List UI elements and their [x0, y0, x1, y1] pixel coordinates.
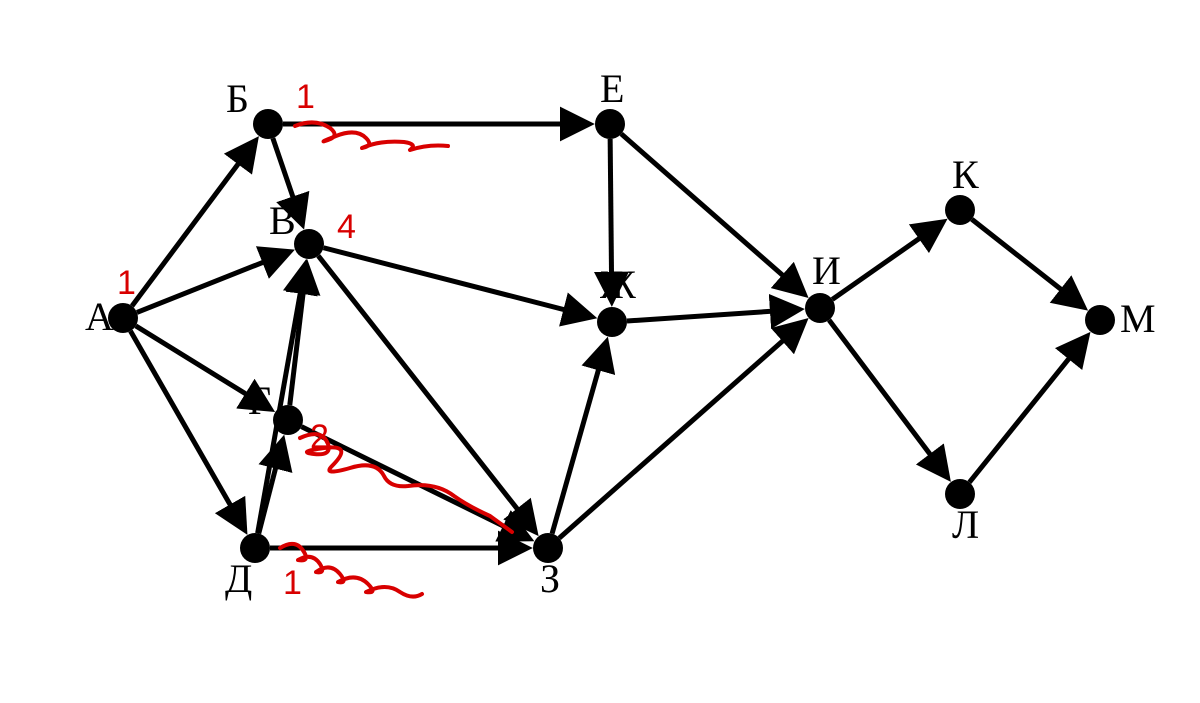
node-K	[945, 195, 975, 225]
node-label-L: Л	[952, 502, 979, 547]
annotation-B: 1	[296, 78, 315, 116]
annotations-layer: 1 1 4 2 1	[117, 78, 356, 602]
graph-diagram: А Б В Г Д Е Ж З И К Л М 1 1 4 2 1	[0, 0, 1200, 703]
node-B	[253, 109, 283, 139]
annotation-V: 4	[337, 208, 356, 246]
node-label-ZH: Ж	[600, 262, 636, 307]
edge-A-B	[132, 141, 255, 306]
edge-E-I	[621, 134, 804, 294]
node-label-K: К	[952, 152, 979, 197]
node-V	[294, 229, 324, 259]
edge-Z-I	[559, 322, 804, 538]
edge-I-L	[829, 320, 947, 477]
node-G	[273, 405, 303, 435]
node-E	[595, 109, 625, 139]
node-label-E: Е	[600, 66, 624, 111]
edge-A-V	[137, 252, 290, 313]
annotation-G: 2	[310, 418, 329, 456]
node-I	[805, 293, 835, 323]
annotation-D: 1	[283, 564, 302, 602]
annotation-A: 1	[117, 264, 136, 302]
edge-ZH-I	[627, 309, 799, 321]
node-label-M: М	[1120, 296, 1156, 341]
node-label-Z: З	[540, 556, 560, 601]
node-M	[1085, 305, 1115, 335]
edge-L-M	[969, 336, 1086, 482]
node-label-A: А	[85, 294, 114, 339]
scribble-0	[295, 122, 448, 150]
node-label-B: Б	[226, 76, 249, 121]
node-label-G: Г	[248, 378, 271, 423]
node-ZH	[597, 307, 627, 337]
edge-I-K	[832, 222, 943, 299]
edge-A-D	[130, 331, 244, 530]
scribbles-layer	[280, 122, 512, 596]
node-label-V: В	[269, 198, 296, 243]
node-label-I: И	[812, 248, 841, 293]
edge-V-ZH	[324, 248, 592, 317]
edge-K-M	[972, 219, 1084, 307]
node-label-D: Д	[225, 556, 252, 601]
